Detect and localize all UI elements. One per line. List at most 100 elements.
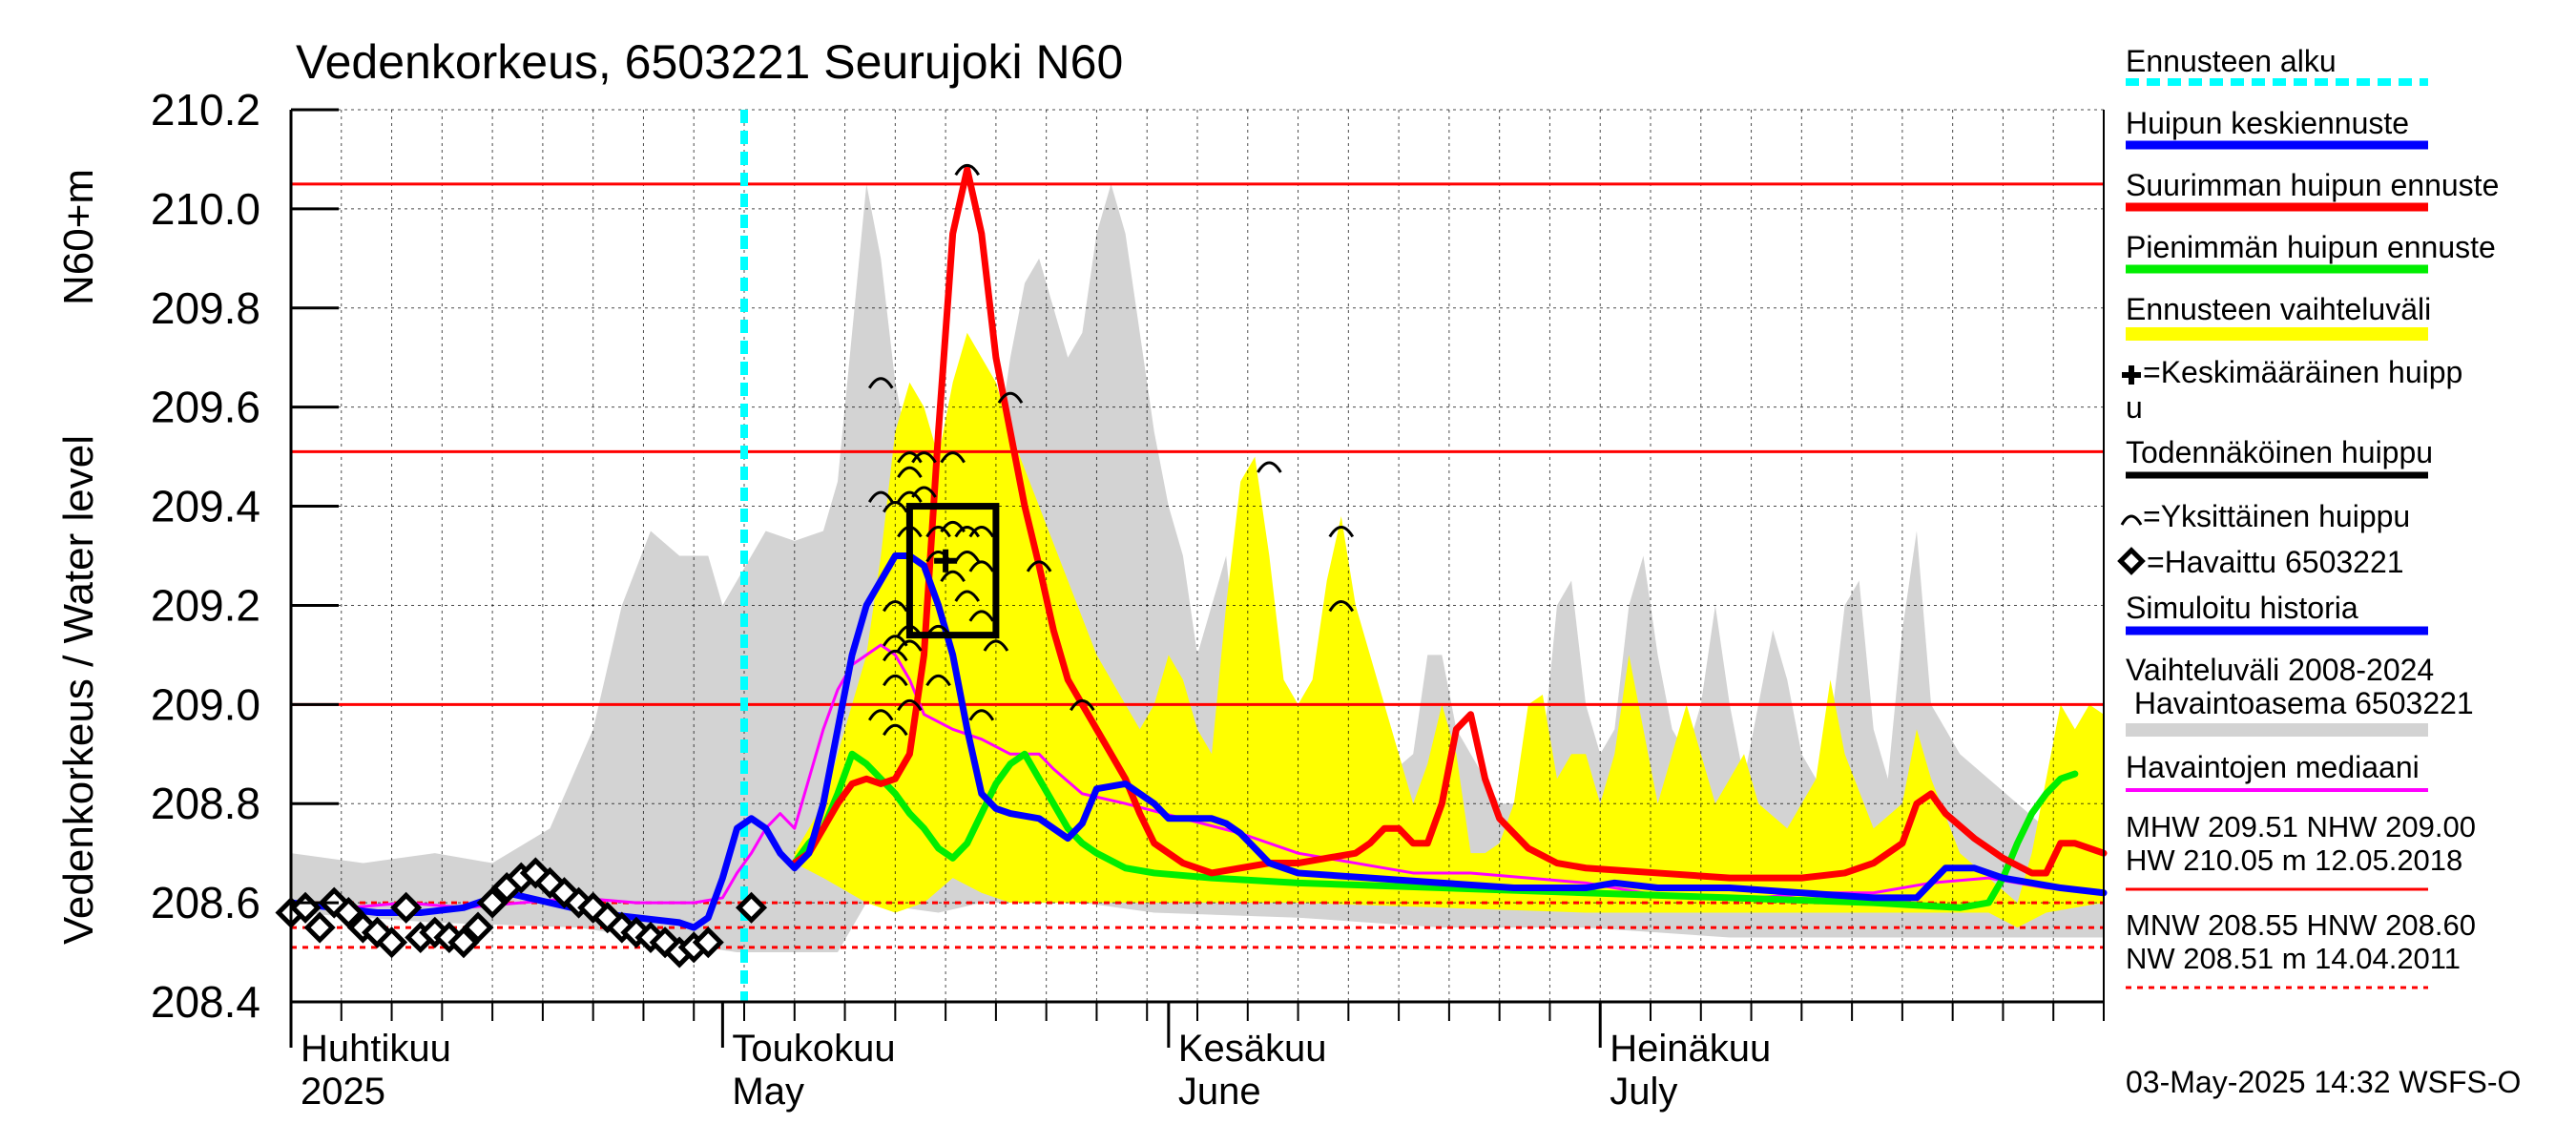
x-month-label: Huhtikuu: [301, 1028, 451, 1070]
legend-stats-line3: MNW 208.55 HNW 208.60: [2126, 908, 2476, 942]
observed-marker: [736, 891, 768, 924]
legend: Ennusteen alku Huipun keskiennuste Suuri…: [2117, 44, 2499, 989]
single-peak-marker: [867, 709, 894, 721]
y-axis-label-secondary: N60+m: [55, 169, 102, 305]
legend-median-label: Havaintojen mediaani: [2126, 750, 2420, 784]
single-peak-marker: [940, 451, 966, 464]
single-peak-marker: [867, 490, 894, 503]
legend-single-peak-label: =Yksittäinen huippu: [2143, 499, 2410, 533]
footer-timestamp: 03-May-2025 14:32 WSFS-O: [2126, 1065, 2521, 1099]
single-peak-marker: [940, 570, 966, 583]
legend-forecast-range-swatch: [2126, 327, 2428, 341]
single-peak-marker: [897, 698, 923, 712]
single-peak-marker: [997, 391, 1024, 405]
legend-min-peak-label: Pienimmän huipun ennuste: [2126, 230, 2496, 264]
legend-range-swatch: [2126, 723, 2428, 737]
x-month-label: Kesäkuu: [1178, 1028, 1327, 1070]
single-peak-marker: [925, 551, 951, 563]
single-peak-marker: [897, 451, 923, 464]
y-tick-label: 210.2: [151, 85, 260, 135]
single-peak-marker: [883, 723, 908, 737]
legend-stats-line4: NW 208.51 m 14.04.2011: [2126, 942, 2461, 975]
single-peak-marker: [983, 639, 1009, 652]
single-peak-marker: [1257, 461, 1282, 473]
single-peak-marker: [1026, 560, 1052, 572]
single-peak-marker: [883, 674, 908, 687]
y-tick-label: 209.4: [151, 482, 260, 531]
observed-marker: [447, 926, 480, 959]
y-tick-label: 209.0: [151, 679, 260, 729]
legend-range-line2: Havaintoasema 6503221: [2126, 686, 2474, 720]
legend-stats-line2: HW 210.05 m 12.05.2018: [2126, 843, 2462, 877]
legend-mean-peak-line2: u: [2126, 390, 2143, 425]
single-peak-marker: [968, 709, 995, 721]
legend-max-peak-label: Suurimman huipun ennuste: [2126, 168, 2499, 202]
legend-observed-label: =Havaittu 6503221: [2147, 545, 2404, 579]
single-peak-marker: [883, 599, 908, 613]
single-peak-marker: [867, 377, 894, 389]
single-peak-marker: [954, 590, 981, 602]
single-peak-marker: [954, 551, 981, 563]
observed-marker: [462, 911, 494, 944]
legend-mean-peak-label: Huipun keskiennuste: [2126, 106, 2409, 140]
single-peak-marker: [883, 635, 908, 647]
peak-markers: [867, 163, 1355, 737]
single-peak-marker: [897, 466, 923, 479]
single-peak-marker: [968, 610, 995, 622]
single-peak-marker: [883, 649, 908, 662]
y-tick-label: 210.0: [151, 184, 260, 234]
y-tick-label: 209.8: [151, 283, 260, 333]
legend-plus-icon: [2122, 365, 2141, 385]
probable-peak-box: [905, 503, 1000, 639]
single-peak-marker: [954, 526, 981, 538]
observed-marker: [476, 886, 509, 919]
legend-probable-peak-label: Todennäköinen huippu: [2126, 435, 2433, 469]
legend-arc-icon: [2120, 514, 2143, 526]
single-peak-marker: [897, 490, 923, 503]
observed-marker: [692, 926, 724, 959]
tick-labels: 208.4 208.6 208.8 209.0 209.2 209.4 209.6 209.8…: [151, 85, 2105, 1113]
single-peak-marker: [897, 526, 923, 538]
observed-marker: [390, 891, 423, 924]
y-tick-label: 208.8: [151, 779, 260, 828]
y-tick-label: 208.4: [151, 977, 260, 1027]
x-month-sublabel: July: [1610, 1071, 1677, 1113]
reference-lines: [291, 110, 2104, 1002]
x-month-label: Toukokuu: [732, 1028, 895, 1070]
single-peak-marker: [925, 526, 951, 538]
y-axis-label-primary: Vedenkorkeus / Water level: [55, 435, 102, 945]
single-peak-marker: [925, 674, 951, 687]
observed-marker: [303, 911, 336, 944]
x-month-label: Heinäkuu: [1610, 1028, 1771, 1070]
x-month-sublabel: June: [1178, 1071, 1261, 1113]
single-peak-marker: [897, 624, 923, 637]
legend-range-line1: Vaihteluväli 2008-2024: [2126, 653, 2434, 687]
single-peak-marker: [883, 501, 908, 513]
y-tick-label: 209.2: [151, 580, 260, 630]
x-month-sublabel: 2025: [301, 1071, 385, 1113]
legend-stats-line1: MHW 209.51 NHW 209.00: [2126, 810, 2476, 843]
single-peak-marker: [1328, 599, 1355, 613]
series-lines: [287, 165, 2108, 931]
single-peak-marker: [1070, 698, 1095, 712]
single-peak-marker: [911, 486, 937, 498]
chart-title: Vedenkorkeus, 6503221 Seurujoki N60: [296, 35, 1123, 89]
x-month-sublabel: May: [732, 1071, 804, 1113]
legend-forecast-start-label: Ennusteen alku: [2126, 44, 2337, 78]
series-suurimman-huipun-ennuste: [791, 165, 2108, 882]
single-peak-marker: [954, 163, 981, 177]
single-peak-marker: [968, 560, 995, 572]
legend-mean-peak-line1: =Keskimääräinen huipp: [2143, 355, 2462, 389]
y-tick-label: 209.6: [151, 383, 260, 432]
observed-marker: [332, 896, 364, 929]
observed-marker: [376, 926, 408, 959]
legend-forecast-range-label: Ennusteen vaihteluväli: [2126, 292, 2431, 326]
single-peak-marker: [897, 639, 923, 652]
single-peak-marker: [925, 624, 951, 637]
y-tick-label: 208.6: [151, 878, 260, 927]
observed-markers: [275, 857, 768, 968]
single-peak-marker: [1328, 526, 1355, 538]
legend-diamond-icon: [2117, 547, 2146, 575]
series-simuloitu-historia: [287, 552, 2108, 931]
